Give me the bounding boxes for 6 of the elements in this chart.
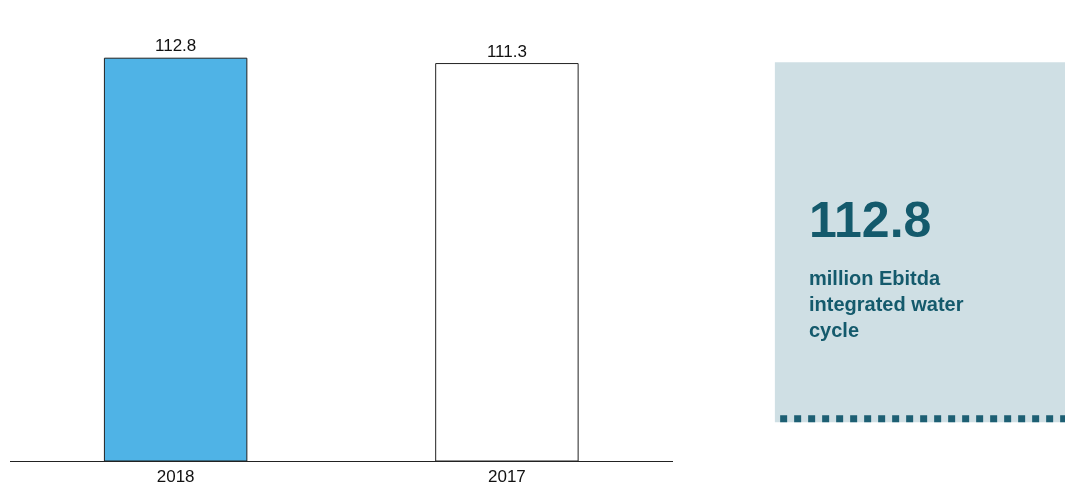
- text: 112.8: [809, 192, 932, 248]
- x-tick-label: 2017: [488, 467, 526, 487]
- data-label: 112.8: [154, 36, 197, 56]
- data-label: 111.3: [486, 41, 527, 61]
- text: million Ebitda integrated water cycle: [809, 267, 964, 341]
- x-tick-label: 2018: [156, 467, 195, 487]
